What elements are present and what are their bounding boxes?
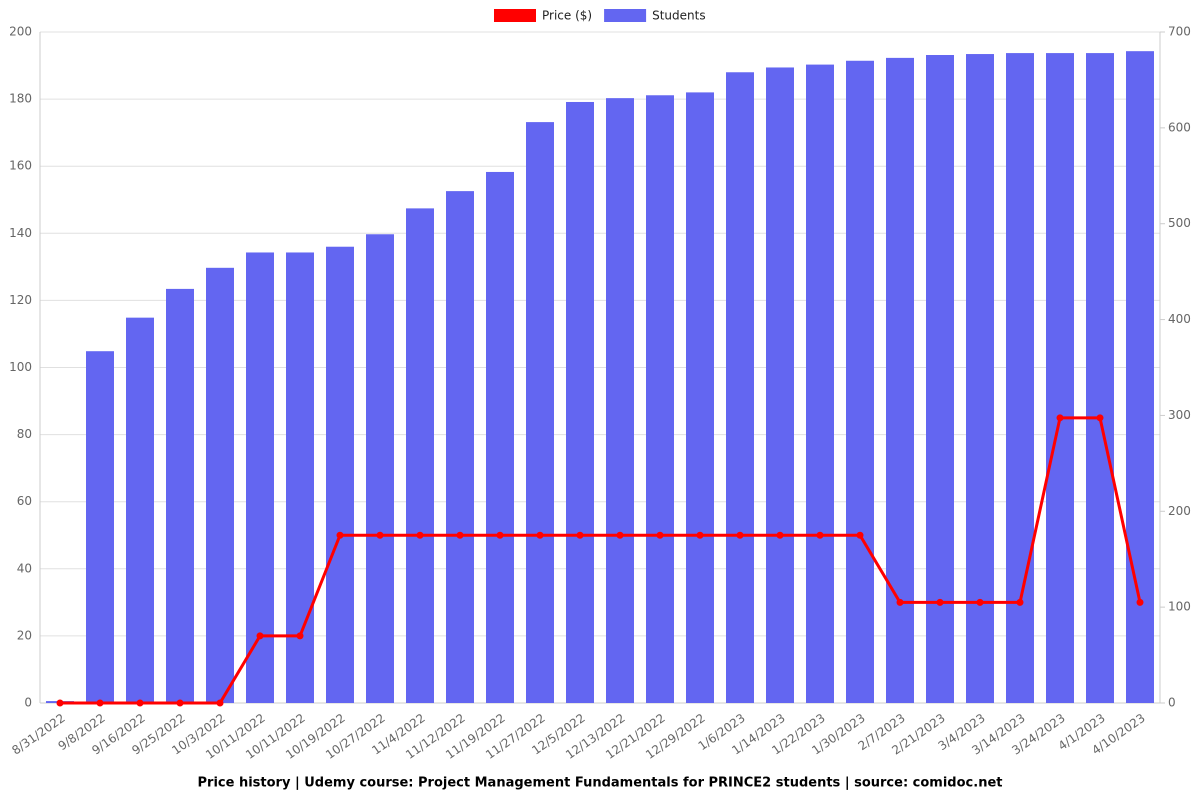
y-tick-label: 20 [17, 628, 32, 642]
legend-label: Price ($) [542, 9, 592, 23]
legend-swatch [494, 9, 536, 22]
bar [286, 252, 314, 703]
chart-title: Price history | Udemy course: Project Ma… [198, 776, 1003, 791]
price-point [696, 531, 704, 539]
y2-tick-label: 700 [1168, 25, 1191, 39]
bar [1046, 53, 1074, 704]
bar [846, 60, 874, 703]
y2-tick-label: 100 [1168, 600, 1191, 614]
y2-tick-label: 300 [1168, 408, 1191, 422]
price-point [176, 699, 184, 707]
bar [606, 98, 634, 704]
bar [886, 57, 914, 704]
bar [686, 92, 714, 703]
price-point [576, 531, 584, 539]
price-point [936, 598, 944, 606]
bar [1126, 51, 1154, 703]
price-point [736, 531, 744, 539]
price-point [376, 531, 384, 539]
price-point [336, 531, 344, 539]
price-point [416, 531, 424, 539]
bar [326, 246, 354, 703]
bar [1006, 53, 1034, 704]
bar [86, 351, 114, 703]
y-tick-label: 100 [9, 360, 32, 374]
y-tick-label: 180 [9, 92, 32, 106]
price-line [60, 416, 1142, 705]
bar [926, 55, 954, 703]
bar [406, 208, 434, 703]
y-tick-label: 160 [9, 159, 32, 173]
y-tick-label: 140 [9, 226, 32, 240]
legend-label: Students [652, 9, 706, 23]
price-point [456, 531, 464, 539]
price-point [496, 531, 504, 539]
bar [566, 101, 594, 704]
price-point [1136, 598, 1144, 606]
bar [966, 54, 994, 704]
y-tick-label: 120 [9, 293, 32, 307]
y2-tick-label: 0 [1168, 696, 1176, 710]
price-point [96, 699, 104, 707]
bar [766, 67, 794, 703]
price-point [136, 699, 144, 707]
x-tick-label: 8/31/2022 [9, 711, 67, 758]
bar [726, 72, 754, 703]
bar [646, 95, 674, 703]
y2-tick-label: 500 [1168, 216, 1191, 230]
y-tick-label: 200 [9, 25, 32, 39]
price-point [976, 598, 984, 606]
price-point [1096, 414, 1104, 422]
y2-tick-label: 200 [1168, 504, 1191, 518]
bar [246, 252, 274, 703]
price-point [816, 531, 824, 539]
price-point [1056, 414, 1064, 422]
price-point [896, 598, 904, 606]
price-point [56, 699, 64, 707]
price-point [616, 531, 624, 539]
bar [126, 317, 154, 703]
bar [366, 234, 394, 703]
price-point [536, 531, 544, 539]
bar [166, 288, 194, 703]
price-point [296, 632, 304, 640]
bar [1086, 53, 1114, 704]
y-tick-label: 0 [24, 696, 32, 710]
bar [526, 122, 554, 703]
bar [446, 191, 474, 703]
bar [486, 171, 514, 704]
y-tick-label: 60 [17, 494, 32, 508]
y-tick-label: 40 [17, 561, 32, 575]
legend-swatch [604, 9, 647, 22]
price-point [856, 531, 864, 539]
y-tick-label: 80 [17, 427, 32, 441]
bar [806, 64, 834, 703]
bar [206, 267, 234, 703]
y2-tick-label: 600 [1168, 120, 1191, 134]
y2-tick-label: 400 [1168, 312, 1191, 326]
price-point [776, 531, 784, 539]
price-point [256, 632, 264, 640]
price-point [216, 699, 224, 707]
price-point [656, 531, 664, 539]
price-point [1016, 598, 1024, 606]
